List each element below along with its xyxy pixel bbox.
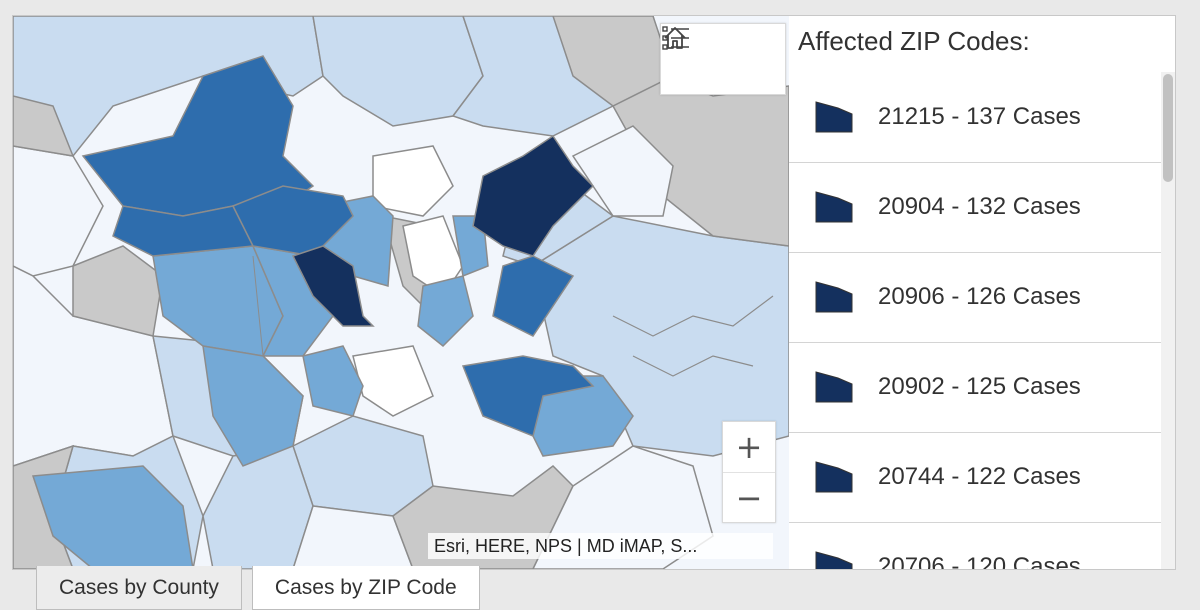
zip-region[interactable] — [72, 245, 164, 337]
zip-region[interactable] — [13, 95, 75, 157]
tab-cases-by-county[interactable]: Cases by County — [36, 566, 242, 610]
legend-panel: Affected ZIP Codes: 21215 - 137 Cases 20… — [789, 16, 1175, 569]
legend-scrollbar[interactable] — [1161, 72, 1175, 569]
view-tabs: Cases by County Cases by ZIP Code — [36, 566, 490, 610]
swatch-icon — [815, 371, 853, 403]
zip-region[interactable] — [292, 505, 414, 569]
map-attribution[interactable]: Esri, HERE, NPS | MD iMAP, S... — [428, 533, 773, 559]
scrollbar-thumb[interactable] — [1163, 74, 1173, 182]
zip-region[interactable] — [417, 275, 474, 348]
map-toolbar — [660, 23, 786, 95]
zip-region[interactable] — [472, 134, 595, 257]
list-item-label: 20904 - 132 Cases — [878, 193, 1081, 220]
legend-list-button[interactable] — [662, 24, 785, 94]
zoom-control: + − — [722, 421, 776, 523]
list-item[interactable]: 20902 - 125 Cases — [789, 342, 1161, 433]
legend-list-icon — [662, 26, 689, 50]
swatch-icon — [815, 551, 853, 569]
list-item-label: 20902 - 125 Cases — [878, 373, 1081, 400]
zoom-in-button[interactable]: + — [735, 428, 763, 466]
home-button[interactable] — [661, 24, 723, 94]
legend-title: Affected ZIP Codes: — [798, 26, 1030, 56]
swatch-icon — [815, 281, 853, 313]
zip-region[interactable] — [31, 465, 194, 569]
shoreline — [612, 295, 774, 337]
list-item-label: 20744 - 122 Cases — [878, 463, 1081, 490]
list-item[interactable]: 20906 - 126 Cases — [789, 252, 1161, 343]
list-item-label: 21215 - 137 Cases — [878, 103, 1081, 130]
zip-code-map[interactable]: + − Esri, HERE, NPS | MD iMAP, S... — [13, 16, 789, 569]
tab-cases-by-zip-code[interactable]: Cases by ZIP Code — [251, 566, 480, 610]
list-item[interactable]: 20706 - 120 Cases — [789, 522, 1161, 569]
dashboard-frame: + − Esri, HERE, NPS | MD iMAP, S... Affe… — [12, 15, 1176, 570]
list-item[interactable]: 20904 - 132 Cases — [789, 162, 1161, 253]
swatch-icon — [815, 461, 853, 493]
list-item-label: 20906 - 126 Cases — [878, 283, 1081, 310]
list-item[interactable]: 20744 - 122 Cases — [789, 432, 1161, 523]
zoom-out-button[interactable]: − — [723, 472, 775, 523]
shoreline — [632, 355, 754, 377]
list-item[interactable]: 21215 - 137 Cases — [789, 72, 1161, 163]
zip-region[interactable] — [552, 16, 674, 107]
home-icon — [664, 27, 686, 49]
road-line — [252, 255, 264, 357]
legend-list[interactable]: 21215 - 137 Cases 20904 - 132 Cases 2090… — [789, 72, 1161, 569]
zip-region[interactable] — [302, 345, 364, 417]
zip-region[interactable] — [291, 245, 375, 327]
swatch-icon — [815, 191, 853, 223]
zip-region[interactable] — [492, 255, 575, 337]
choropleth-layer[interactable] — [13, 16, 789, 569]
swatch-icon — [815, 101, 853, 133]
list-item-label: 20706 - 120 Cases — [878, 553, 1081, 569]
zip-region[interactable] — [231, 185, 354, 257]
zip-region[interactable] — [461, 355, 595, 438]
